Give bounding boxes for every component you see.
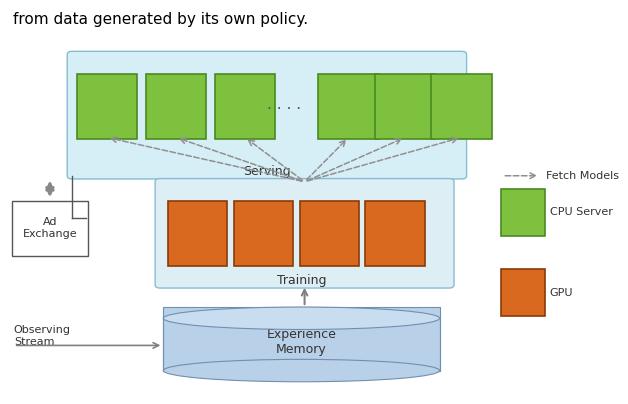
Text: . . . .: . . . . (267, 97, 301, 112)
Text: CPU Server: CPU Server (550, 207, 612, 217)
FancyBboxPatch shape (155, 179, 454, 288)
Text: from data generated by its own policy.: from data generated by its own policy. (13, 12, 308, 27)
FancyBboxPatch shape (501, 269, 545, 316)
FancyBboxPatch shape (365, 201, 425, 266)
Text: GPU: GPU (550, 288, 573, 298)
Ellipse shape (163, 307, 440, 330)
FancyBboxPatch shape (431, 74, 492, 139)
FancyBboxPatch shape (146, 74, 206, 139)
Text: Training: Training (277, 274, 326, 287)
FancyBboxPatch shape (375, 74, 435, 139)
FancyBboxPatch shape (318, 74, 379, 139)
Text: Observing
Stream: Observing Stream (14, 325, 71, 347)
Bar (163, 307, 440, 370)
FancyBboxPatch shape (234, 201, 293, 266)
FancyBboxPatch shape (501, 189, 545, 236)
Text: Ad
Exchange: Ad Exchange (23, 217, 77, 239)
FancyBboxPatch shape (215, 74, 275, 139)
Text: Serving: Serving (243, 165, 291, 178)
FancyBboxPatch shape (300, 201, 359, 266)
Ellipse shape (163, 360, 440, 382)
FancyBboxPatch shape (168, 201, 227, 266)
Text: Experience
Memory: Experience Memory (266, 328, 337, 356)
FancyBboxPatch shape (77, 74, 137, 139)
FancyBboxPatch shape (12, 201, 88, 256)
Text: Fetch Models: Fetch Models (546, 171, 619, 181)
FancyBboxPatch shape (67, 51, 467, 179)
